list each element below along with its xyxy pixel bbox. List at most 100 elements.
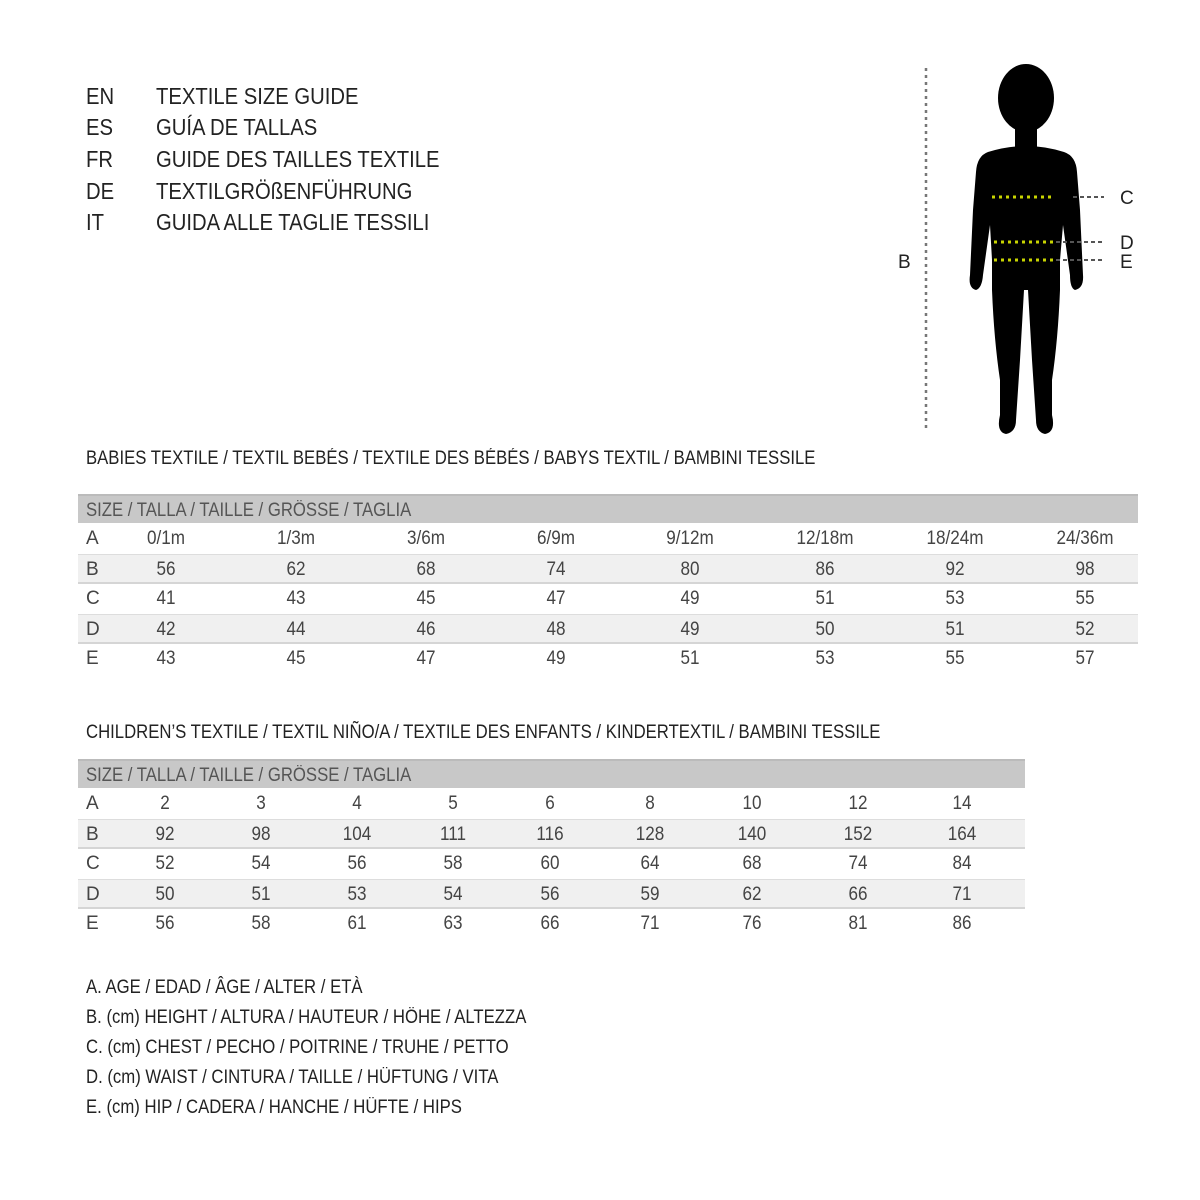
row-label: D bbox=[86, 884, 100, 905]
legend-b: B. (cm) HEIGHT / ALTURA / HAUTEUR / HÖHE… bbox=[86, 1007, 586, 1029]
table-cell: 51 bbox=[680, 648, 700, 669]
table-row-b: B 92 98 104 111 116 128 140 152 164 bbox=[78, 819, 1025, 849]
table-cell: 48 bbox=[546, 619, 566, 640]
table-cell: 58 bbox=[251, 913, 271, 934]
table-cell: 9/12m bbox=[666, 528, 714, 549]
table-cell: 43 bbox=[156, 648, 176, 669]
row-label: A bbox=[86, 528, 99, 549]
table-cell: 76 bbox=[742, 913, 762, 934]
table-cell: 68 bbox=[742, 853, 762, 874]
table-cell: 74 bbox=[848, 853, 868, 874]
table-cell: 80 bbox=[680, 559, 700, 580]
table-cell: 53 bbox=[815, 648, 835, 669]
table-cell: 63 bbox=[443, 913, 463, 934]
row-label: E bbox=[86, 913, 99, 934]
table-cell: 2 bbox=[160, 793, 170, 814]
table-cell: 0/1m bbox=[146, 528, 186, 549]
table-cell: 8 bbox=[645, 793, 655, 814]
table-cell: 60 bbox=[540, 853, 560, 874]
legend-c: C. (cm) CHEST / PECHO / POITRINE / TRUHE… bbox=[86, 1037, 566, 1059]
table-cell: 57 bbox=[1075, 648, 1095, 669]
table-cell: 3 bbox=[256, 793, 266, 814]
table-cell: 84 bbox=[952, 853, 972, 874]
table-row-e: E 43 45 47 49 51 53 55 57 bbox=[78, 644, 1138, 674]
label-e: E bbox=[1120, 252, 1133, 273]
header-text: SIZE / TALLA / TAILLE / GRÖSSE / TAGLIA bbox=[86, 765, 412, 786]
table-cell: 3/6m bbox=[406, 528, 446, 549]
table-cell: 6 bbox=[545, 793, 555, 814]
table-cell: 111 bbox=[439, 824, 467, 845]
label-c: C bbox=[1120, 188, 1134, 209]
row-label: D bbox=[86, 619, 100, 640]
table-cell: 6/9m bbox=[536, 528, 576, 549]
row-label: B bbox=[86, 824, 99, 845]
table-cell: 66 bbox=[540, 913, 560, 934]
table-cell: 140 bbox=[737, 824, 767, 845]
table-cell: 12 bbox=[848, 793, 868, 814]
table-cell: 55 bbox=[945, 648, 965, 669]
table-row-a: A 0/1m 1/3m 3/6m 6/9m 9/12m 12/18m 18/24m 24/36m bbox=[78, 524, 1138, 554]
table-cell: 56 bbox=[347, 853, 367, 874]
table-cell: 64 bbox=[640, 853, 660, 874]
table-cell: 54 bbox=[251, 853, 271, 874]
table-cell: 49 bbox=[680, 619, 700, 640]
legend-text: D. (cm) WAIST / CINTURA / TAILLE / HÜFTU… bbox=[86, 1067, 499, 1088]
children-size-table: SIZE / TALLA / TAILLE / GRÖSSE / TAGLIA … bbox=[78, 759, 1025, 939]
table-cell: 51 bbox=[815, 588, 835, 609]
table-cell: 5 bbox=[448, 793, 458, 814]
table-row-e: E 56 58 61 63 66 71 76 81 86 bbox=[78, 909, 1025, 939]
children-section-title: CHILDREN’S TEXTILE / TEXTIL NIÑO/A / TEX… bbox=[86, 722, 989, 744]
header-text: SIZE / TALLA / TAILLE / GRÖSSE / TAGLIA bbox=[86, 500, 412, 521]
table-cell: 58 bbox=[443, 853, 463, 874]
table-cell: 52 bbox=[155, 853, 175, 874]
table-cell: 41 bbox=[156, 588, 176, 609]
lang-code: IT bbox=[86, 209, 104, 235]
lang-code: FR bbox=[86, 146, 113, 172]
table-cell: 62 bbox=[742, 884, 762, 905]
table-cell: 52 bbox=[1075, 619, 1095, 640]
table-cell: 152 bbox=[843, 824, 873, 845]
babies-size-table: SIZE / TALLA / TAILLE / GRÖSSE / TAGLIA … bbox=[78, 494, 1138, 674]
legend-text: A. AGE / EDAD / ÂGE / ALTER / ETÀ bbox=[86, 977, 363, 998]
row-label: E bbox=[86, 648, 99, 669]
lang-title: GUÍA DE TALLAS bbox=[156, 114, 318, 140]
table-cell: 1/3m bbox=[276, 528, 316, 549]
table-cell: 53 bbox=[347, 884, 367, 905]
table-cell: 14 bbox=[952, 793, 972, 814]
table-cell: 51 bbox=[251, 884, 271, 905]
lang-code: ES bbox=[86, 114, 114, 140]
children-title-text: CHILDREN’S TEXTILE / TEXTIL NIÑO/A / TEX… bbox=[86, 722, 881, 743]
label-d: D bbox=[1120, 233, 1134, 254]
lang-title: GUIDA ALLE TAGLIE TESSILI bbox=[156, 209, 430, 235]
table-cell: 50 bbox=[815, 619, 835, 640]
table-cell: 45 bbox=[286, 648, 306, 669]
table-cell: 104 bbox=[342, 824, 372, 845]
babies-section-title: BABIES TEXTILE / TEXTIL BEBÉS / TEXTILE … bbox=[86, 448, 915, 470]
table-cell: 74 bbox=[546, 559, 566, 580]
table-header: SIZE / TALLA / TAILLE / GRÖSSE / TAGLIA bbox=[78, 494, 1138, 523]
legend-text: C. (cm) CHEST / PECHO / POITRINE / TRUHE… bbox=[86, 1037, 509, 1058]
body-measurement-figure: B C D E bbox=[880, 60, 1160, 445]
table-cell: 18/24m bbox=[926, 528, 984, 549]
table-cell: 50 bbox=[155, 884, 175, 905]
table-cell: 98 bbox=[251, 824, 271, 845]
lang-code: EN bbox=[86, 83, 115, 109]
table-cell: 71 bbox=[640, 913, 660, 934]
table-cell: 61 bbox=[347, 913, 367, 934]
legend-text: E. (cm) HIP / CADERA / HANCHE / HÜFTE / … bbox=[86, 1097, 462, 1118]
table-cell: 24/36m bbox=[1056, 528, 1114, 549]
lang-code: DE bbox=[86, 178, 115, 204]
lang-title: GUIDE DES TAILLES TEXTILE bbox=[156, 146, 440, 172]
table-cell: 116 bbox=[536, 824, 564, 845]
table-cell: 68 bbox=[416, 559, 436, 580]
table-cell: 56 bbox=[156, 559, 176, 580]
row-label: A bbox=[86, 793, 99, 814]
table-cell: 56 bbox=[155, 913, 175, 934]
table-row-d: D 50 51 53 54 56 59 62 66 71 bbox=[78, 879, 1025, 909]
table-cell: 46 bbox=[416, 619, 436, 640]
table-cell: 45 bbox=[416, 588, 436, 609]
label-b: B bbox=[898, 252, 911, 273]
table-cell: 43 bbox=[286, 588, 306, 609]
table-cell: 12/18m bbox=[796, 528, 854, 549]
row-label: C bbox=[86, 853, 100, 874]
